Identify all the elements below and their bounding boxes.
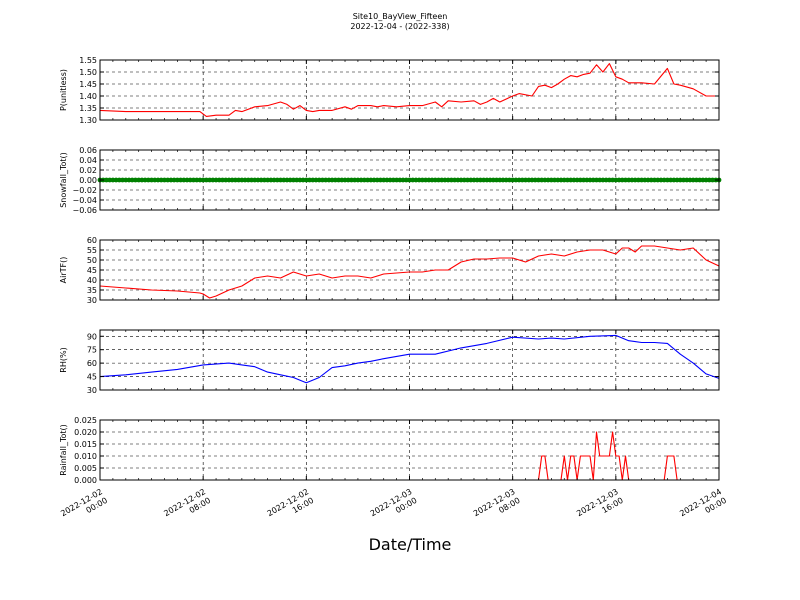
panel-5-ytick-label: 0.025 bbox=[74, 416, 97, 425]
panel-4-series-line bbox=[99, 334, 720, 384]
panel-4: 30 45 60 75 90 RH(%) bbox=[59, 329, 720, 395]
panel-4-ytick-label: 30 bbox=[87, 386, 97, 395]
chart-subtitle: 2022-12-04 - (2022-338) bbox=[350, 22, 449, 31]
panel-2: −0.06−0.04−0.020.000.020.040.06 Snowfall_… bbox=[59, 146, 722, 215]
panel-2-ytick-label: −0.02 bbox=[72, 186, 97, 195]
panel-2-ytick-label: −0.04 bbox=[72, 196, 97, 205]
panel-3-ytick-label: 40 bbox=[87, 276, 97, 285]
panel-4-ytick-label: 75 bbox=[87, 346, 97, 355]
panel-3-ytick-label: 45 bbox=[87, 266, 97, 275]
panel-1-ytick-label: 1.35 bbox=[79, 104, 97, 113]
panel-1-ytick-label: 1.50 bbox=[79, 68, 97, 77]
panel-5-ytick-label: 0.000 bbox=[74, 476, 97, 485]
panel-2-ylabel: Snowfall_Tot() bbox=[59, 152, 68, 208]
chart-title: Site10_BayView_Fifteen bbox=[353, 12, 448, 21]
panel-1: 1.30 1.35 1.40 1.45 1.50 1.55 P(unitless) bbox=[59, 56, 720, 125]
panel-3-ytick-label: 55 bbox=[87, 246, 97, 255]
panel-3-ylabel: AirTF() bbox=[59, 257, 68, 284]
panel-2-ytick-label: 0.02 bbox=[79, 166, 97, 175]
panel-2-ytick-label: −0.06 bbox=[72, 206, 97, 215]
panel-4-ytick-label: 60 bbox=[87, 359, 97, 368]
panel-3-ytick-label: 60 bbox=[87, 236, 97, 245]
panel-1-ytick-label: 1.30 bbox=[79, 116, 97, 125]
panel-3-series-line bbox=[99, 245, 720, 299]
panels-group: 1.30 1.35 1.40 1.45 1.50 1.55 P(unitless) −0.06… bbox=[59, 56, 722, 485]
panel-5: 0.000 0.005 0.010 0.015 0.020 0.025 Rainfall_T… bbox=[59, 416, 720, 485]
panel-5-ytick-label: 0.015 bbox=[74, 440, 97, 449]
panel-3-ytick-label: 50 bbox=[87, 256, 97, 265]
panel-5-ytick-label: 0.020 bbox=[74, 428, 97, 437]
panel-4-ytick-label: 90 bbox=[87, 332, 97, 341]
panel-2-ytick-label: 0.04 bbox=[79, 156, 97, 165]
x-axis-label: Date/Time bbox=[369, 535, 452, 554]
panel-1-ytick-label: 1.40 bbox=[79, 92, 97, 101]
panel-4-ylabel: RH(%) bbox=[59, 347, 68, 372]
panel-1-ylabel: P(unitless) bbox=[59, 69, 68, 111]
panel-3-ytick-label: 35 bbox=[87, 286, 97, 295]
panel-1-ytick-label: 1.45 bbox=[79, 80, 97, 89]
panel-1-series-line bbox=[99, 63, 719, 117]
panel-3-ytick-label: 30 bbox=[87, 296, 97, 305]
panel-1-ytick-label: 1.55 bbox=[79, 56, 97, 65]
panel-5-ytick-label: 0.010 bbox=[74, 452, 97, 461]
panel-2-ytick-label: 0.00 bbox=[79, 176, 97, 185]
panel-5-ytick-label: 0.005 bbox=[74, 464, 97, 473]
panel-4-ytick-label: 45 bbox=[87, 373, 97, 382]
panel-5-ylabel: Rainfall_Tot() bbox=[59, 424, 68, 476]
panel-2-ytick-label: 0.06 bbox=[79, 146, 97, 155]
